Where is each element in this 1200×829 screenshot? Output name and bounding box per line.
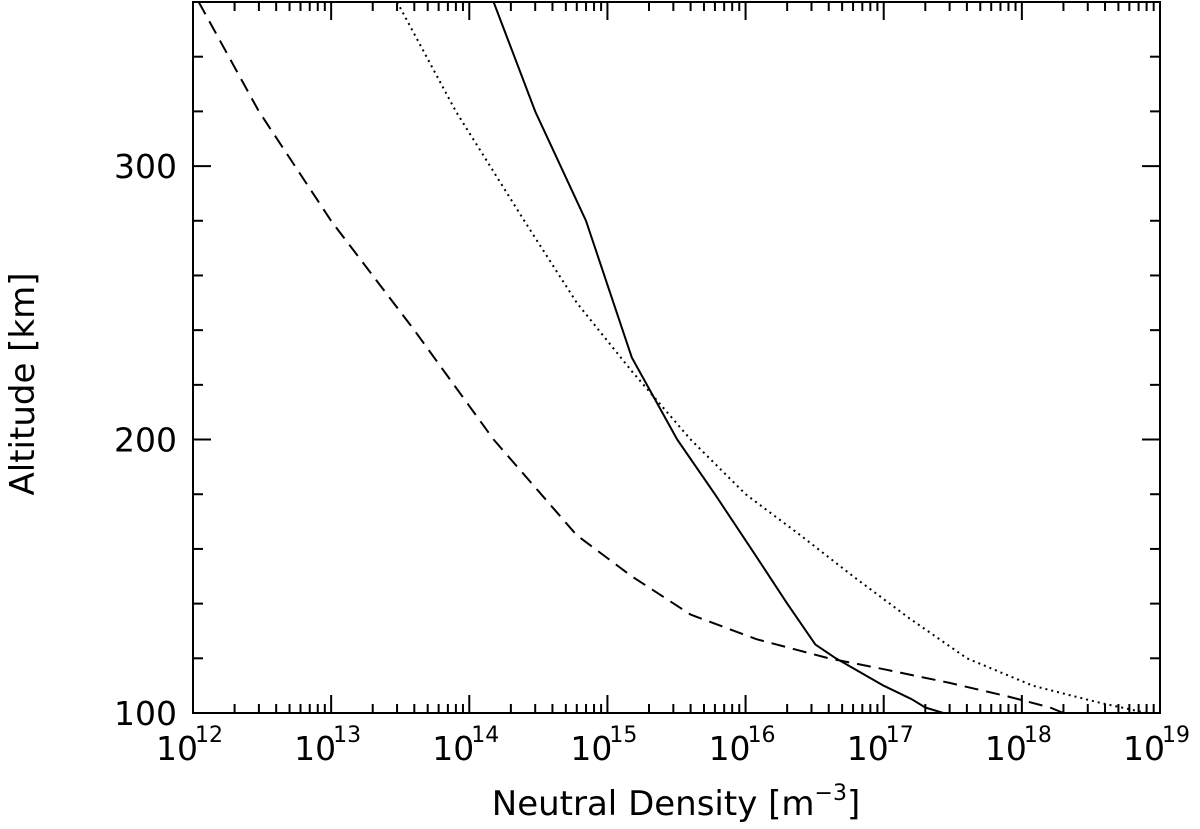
x-tick-label-exponent: 15 — [609, 723, 637, 748]
series-layer — [197, 1, 1147, 714]
x-tick-label-exponent: 18 — [1024, 723, 1052, 748]
x-tick-label-exponent: 16 — [748, 723, 776, 748]
x-tick-label-exponent: 12 — [195, 723, 223, 748]
series-line-dashed — [197, 1, 1064, 714]
x-tick-label-exponent: 17 — [886, 723, 914, 748]
x-axis-title-open: [ — [768, 784, 781, 824]
series-line-solid — [492, 1, 944, 714]
x-tick-label: 10 — [985, 729, 1027, 768]
series-line-dotted — [396, 1, 1147, 714]
x-tick-label: 10 — [432, 729, 474, 768]
y-tick-label: 200 — [114, 421, 177, 460]
x-tick-label-exponent: 14 — [471, 723, 499, 748]
x-axis-title-unit: m — [781, 784, 814, 824]
x-axis-title-main: Neutral Density — [492, 784, 768, 824]
x-tick-label-exponent: 19 — [1162, 723, 1190, 748]
y-tick-label: 300 — [114, 147, 177, 186]
x-tick-label: 10 — [1123, 729, 1165, 768]
x-tick-label: 10 — [156, 729, 198, 768]
x-axis-title-close: ] — [847, 784, 860, 824]
y-axis-title: Altitude [km] — [3, 272, 43, 495]
x-tick-label: 10 — [570, 729, 612, 768]
x-tick-label: 10 — [294, 729, 336, 768]
x-tick-label-exponent: 13 — [333, 723, 361, 748]
x-tick-label: 10 — [847, 729, 889, 768]
x-axis-title: Neutral Density [m−3] — [492, 781, 860, 824]
y-tick-labels: 100 200 300 — [114, 147, 177, 733]
x-axis-title-sup: −3 — [815, 781, 847, 806]
plot-frame — [192, 1, 1161, 714]
x-tick-label: 10 — [709, 729, 751, 768]
y-tick-label: 100 — [114, 694, 177, 733]
axis-ticks — [192, 1, 1161, 714]
